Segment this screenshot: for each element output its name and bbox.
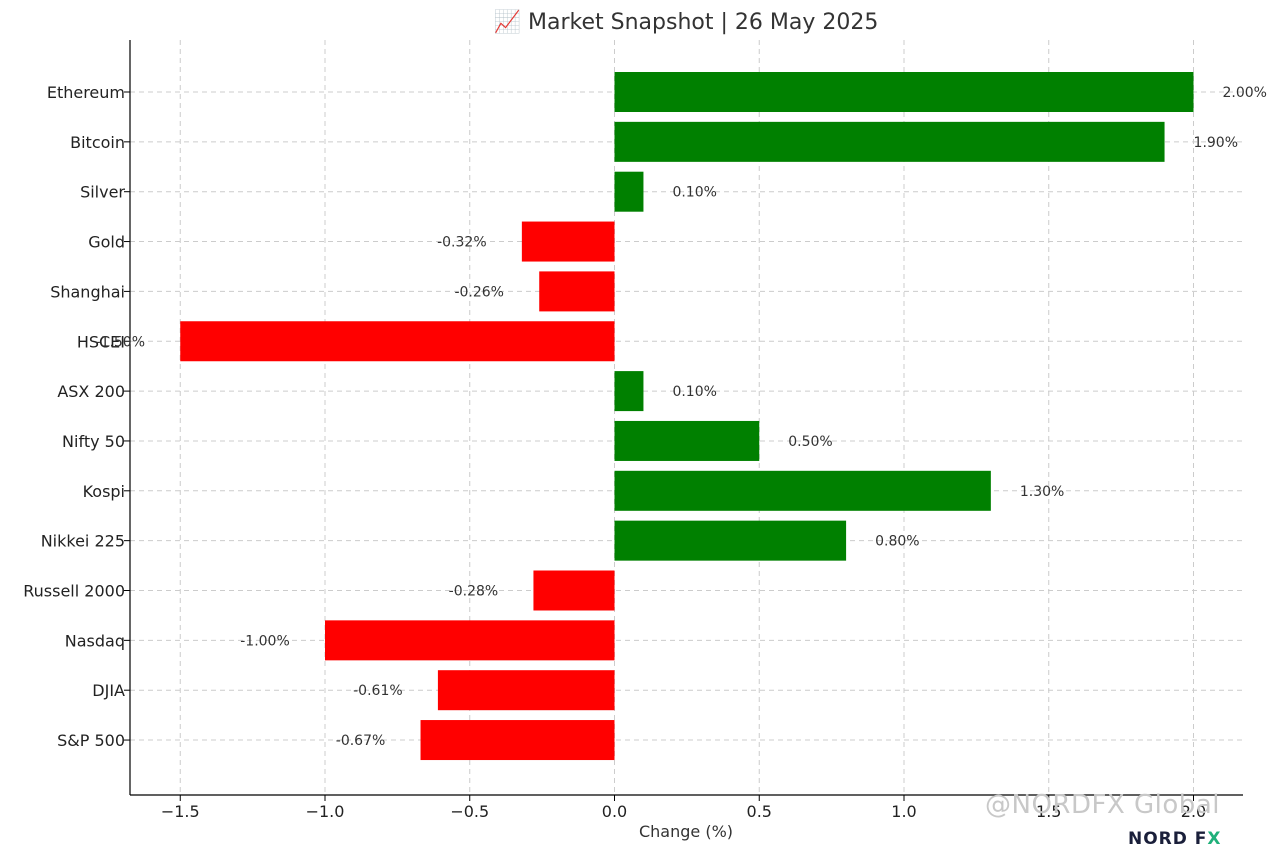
x-tick-label: 0.0 — [602, 802, 627, 821]
chart-title: 📈 Market Snapshot | 26 May 2025 — [494, 9, 879, 35]
data-label: -1.00% — [240, 633, 290, 649]
data-label: 1.90% — [1194, 135, 1238, 151]
y-tick-label: Ethereum — [47, 83, 125, 102]
y-tick-label: Gold — [88, 233, 125, 252]
bar-nasdaq — [325, 620, 615, 661]
y-tick-label: Nifty 50 — [62, 432, 125, 451]
data-label: 0.50% — [788, 434, 832, 450]
y-tick-label: Shanghai — [50, 282, 125, 301]
bar-hscei — [180, 321, 615, 362]
grid-lines — [130, 40, 1243, 795]
watermark-text: @NORDFX Global — [985, 790, 1220, 820]
data-label: 0.10% — [672, 185, 716, 201]
bar-nifty-50 — [614, 420, 760, 461]
data-label: 1.30% — [1020, 484, 1064, 500]
data-label: -1.50% — [95, 334, 145, 350]
data-label: -0.61% — [353, 683, 403, 699]
bar-s-p-500 — [420, 720, 615, 761]
y-tick-label: HSCEI — [77, 332, 125, 351]
bar-bitcoin — [614, 121, 1165, 162]
y-tick-label: Bitcoin — [70, 133, 125, 152]
logo-main: NORD F — [1128, 829, 1208, 849]
x-tick-label: −0.5 — [450, 802, 489, 821]
data-label: -0.32% — [437, 235, 487, 251]
bars — [180, 72, 1194, 761]
y-tick-label: Nikkei 225 — [41, 532, 125, 551]
x-tick-label: 1.5 — [1036, 802, 1061, 821]
data-label: -0.67% — [336, 733, 386, 749]
data-label: 0.10% — [672, 384, 716, 400]
x-tick-label: 2.0 — [1181, 802, 1206, 821]
bar-djia — [437, 670, 615, 711]
y-tick-label: DJIA — [92, 681, 125, 700]
y-tick-label: Nasdaq — [65, 631, 125, 650]
bar-gold — [521, 221, 615, 262]
bar-shanghai — [539, 271, 615, 312]
bar-asx-200 — [614, 371, 644, 412]
y-tick-label: Silver — [80, 183, 125, 202]
x-tick-label: −1.5 — [161, 802, 200, 821]
bar-kospi — [614, 470, 991, 511]
data-labels: 2.00% 1.90% 0.10% -0.32% -0.26% -1.50% 0.10% 0.… — [95, 85, 1267, 749]
data-label: -0.26% — [454, 284, 504, 300]
axes: −1.5 −1.0 −0.5 0.0 0.5 1.0 1.5 2.0 Ethereum Bitco… — [23, 40, 1243, 821]
data-label: 0.80% — [875, 534, 919, 550]
y-tick-label: ASX 200 — [57, 382, 125, 401]
bar-nikkei-225 — [614, 520, 847, 561]
y-tick-label: Russell 2000 — [23, 582, 125, 601]
x-axis-label: Change (%) — [639, 822, 733, 841]
data-label: 2.00% — [1223, 85, 1267, 101]
x-tick-label: 0.5 — [747, 802, 772, 821]
bar-ethereum — [614, 72, 1194, 112]
data-label: -0.28% — [449, 584, 499, 600]
y-tick-label: Kospi — [83, 482, 125, 501]
y-tick-label: S&P 500 — [57, 731, 125, 750]
x-tick-label: 1.0 — [891, 802, 916, 821]
nordfx-logo: NORD FX — [1128, 829, 1222, 849]
bar-silver — [614, 171, 644, 212]
logo-accent: X — [1207, 829, 1222, 849]
bar-russell-2000 — [533, 570, 615, 611]
x-tick-label: −1.0 — [306, 802, 345, 821]
